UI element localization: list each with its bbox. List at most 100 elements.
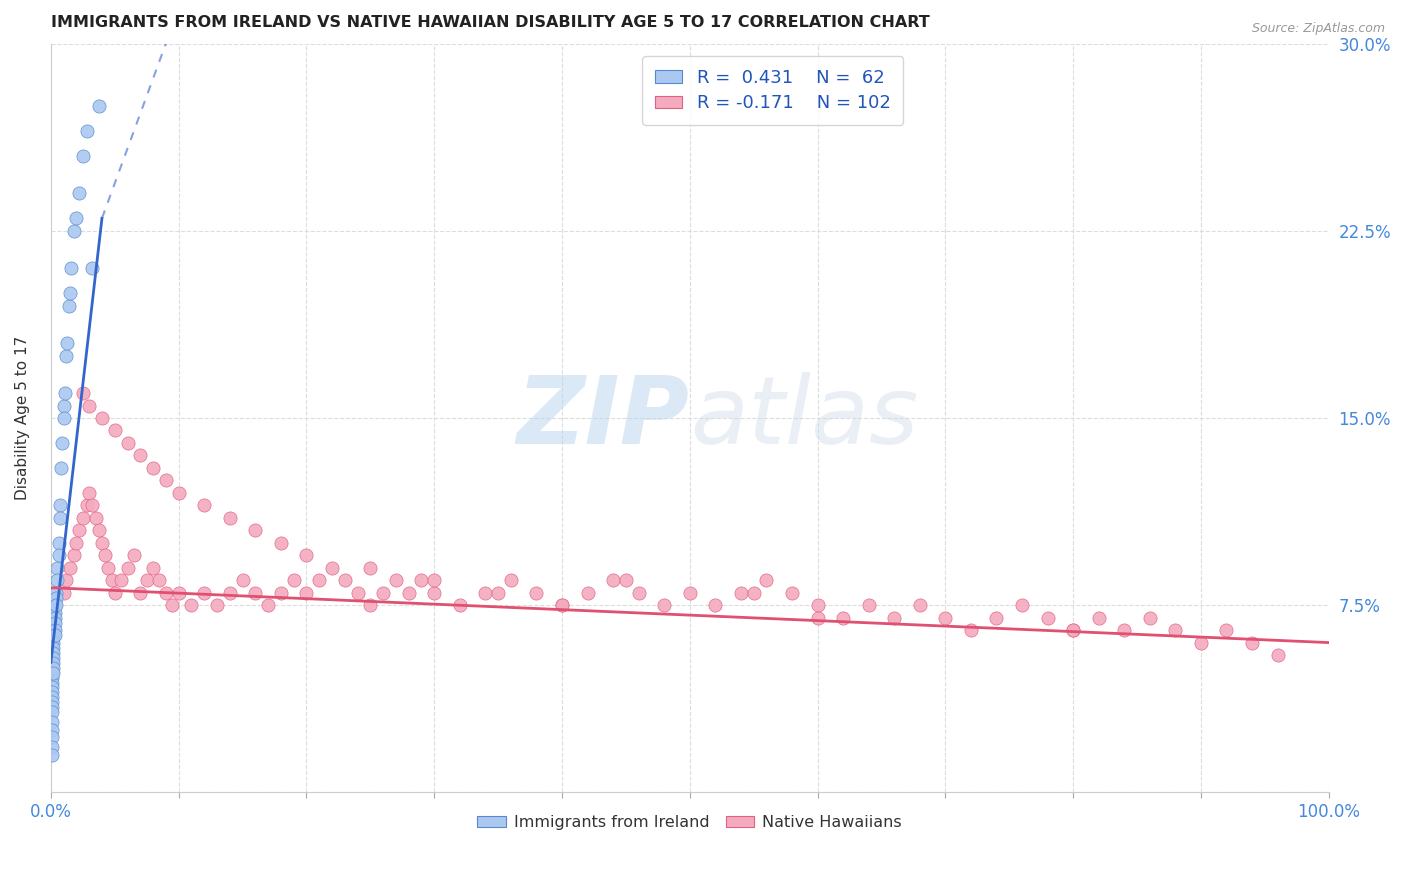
Point <box>41 685 63 699</box>
Point <box>77 399 100 413</box>
Point <box>934 610 956 624</box>
Point <box>295 585 318 599</box>
Point <box>42 628 65 642</box>
Point <box>359 598 381 612</box>
Point <box>104 424 127 438</box>
Point <box>283 573 305 587</box>
Point <box>110 573 132 587</box>
Point <box>155 585 177 599</box>
Point <box>41 706 63 720</box>
Point <box>423 573 446 587</box>
Point <box>652 598 675 612</box>
Point <box>76 499 98 513</box>
Point <box>51 436 73 450</box>
Point <box>129 449 152 463</box>
Point <box>41 700 63 714</box>
Point <box>41 660 63 674</box>
Point <box>49 510 72 524</box>
Point <box>93 548 115 562</box>
Point <box>614 573 637 587</box>
Point <box>193 585 215 599</box>
Point <box>205 598 228 612</box>
Point <box>167 585 190 599</box>
Point <box>41 640 63 655</box>
Point <box>48 548 70 562</box>
Point <box>42 646 65 660</box>
Point <box>44 623 66 637</box>
Point <box>551 598 574 612</box>
Point <box>1062 623 1084 637</box>
Point <box>41 715 63 730</box>
Point <box>41 681 63 695</box>
Point <box>41 696 63 710</box>
Point <box>80 261 103 276</box>
Text: atlas: atlas <box>690 373 918 464</box>
Point <box>160 598 183 612</box>
Point <box>883 610 905 624</box>
Point <box>77 486 100 500</box>
Point <box>41 740 63 755</box>
Point <box>1215 623 1237 637</box>
Text: ZIP: ZIP <box>517 372 690 464</box>
Point <box>1164 623 1187 637</box>
Point <box>346 585 368 599</box>
Point <box>42 631 65 645</box>
Point <box>65 535 87 549</box>
Point <box>1087 610 1109 624</box>
Point <box>53 386 76 401</box>
Point <box>41 731 63 745</box>
Point <box>1036 610 1059 624</box>
Point <box>42 660 65 674</box>
Point <box>45 598 67 612</box>
Point <box>180 598 202 612</box>
Point <box>63 548 86 562</box>
Point <box>56 336 79 351</box>
Point <box>129 585 152 599</box>
Point <box>576 585 599 599</box>
Point <box>270 535 292 549</box>
Point <box>142 461 165 475</box>
Point <box>627 585 650 599</box>
Point <box>1114 623 1136 637</box>
Y-axis label: Disability Age 5 to 17: Disability Age 5 to 17 <box>15 336 30 500</box>
Point <box>245 585 267 599</box>
Point <box>67 523 90 537</box>
Point <box>91 411 114 425</box>
Point <box>117 436 139 450</box>
Point <box>602 573 624 587</box>
Point <box>1011 598 1033 612</box>
Point <box>91 535 114 549</box>
Point <box>49 499 72 513</box>
Point <box>72 386 94 401</box>
Point <box>398 585 420 599</box>
Point <box>89 99 111 113</box>
Text: IMMIGRANTS FROM IRELAND VS NATIVE HAWAIIAN DISABILITY AGE 5 TO 17 CORRELATION CH: IMMIGRANTS FROM IRELAND VS NATIVE HAWAII… <box>51 15 929 30</box>
Point <box>89 523 111 537</box>
Point <box>755 573 778 587</box>
Point <box>41 675 63 690</box>
Point <box>41 656 63 670</box>
Point <box>231 573 253 587</box>
Point <box>72 510 94 524</box>
Point <box>257 598 280 612</box>
Point <box>122 548 145 562</box>
Point <box>359 560 381 574</box>
Point <box>97 560 120 574</box>
Point <box>986 610 1008 624</box>
Point <box>48 535 70 549</box>
Point <box>1267 648 1289 662</box>
Point <box>411 573 433 587</box>
Point <box>679 585 702 599</box>
Point <box>486 585 509 599</box>
Point <box>45 591 67 605</box>
Point <box>60 261 83 276</box>
Point <box>55 573 77 587</box>
Point <box>52 585 75 599</box>
Point <box>41 650 63 665</box>
Point <box>551 598 574 612</box>
Point <box>55 349 77 363</box>
Point <box>72 149 94 163</box>
Point <box>42 640 65 655</box>
Point <box>44 610 66 624</box>
Point <box>41 635 63 649</box>
